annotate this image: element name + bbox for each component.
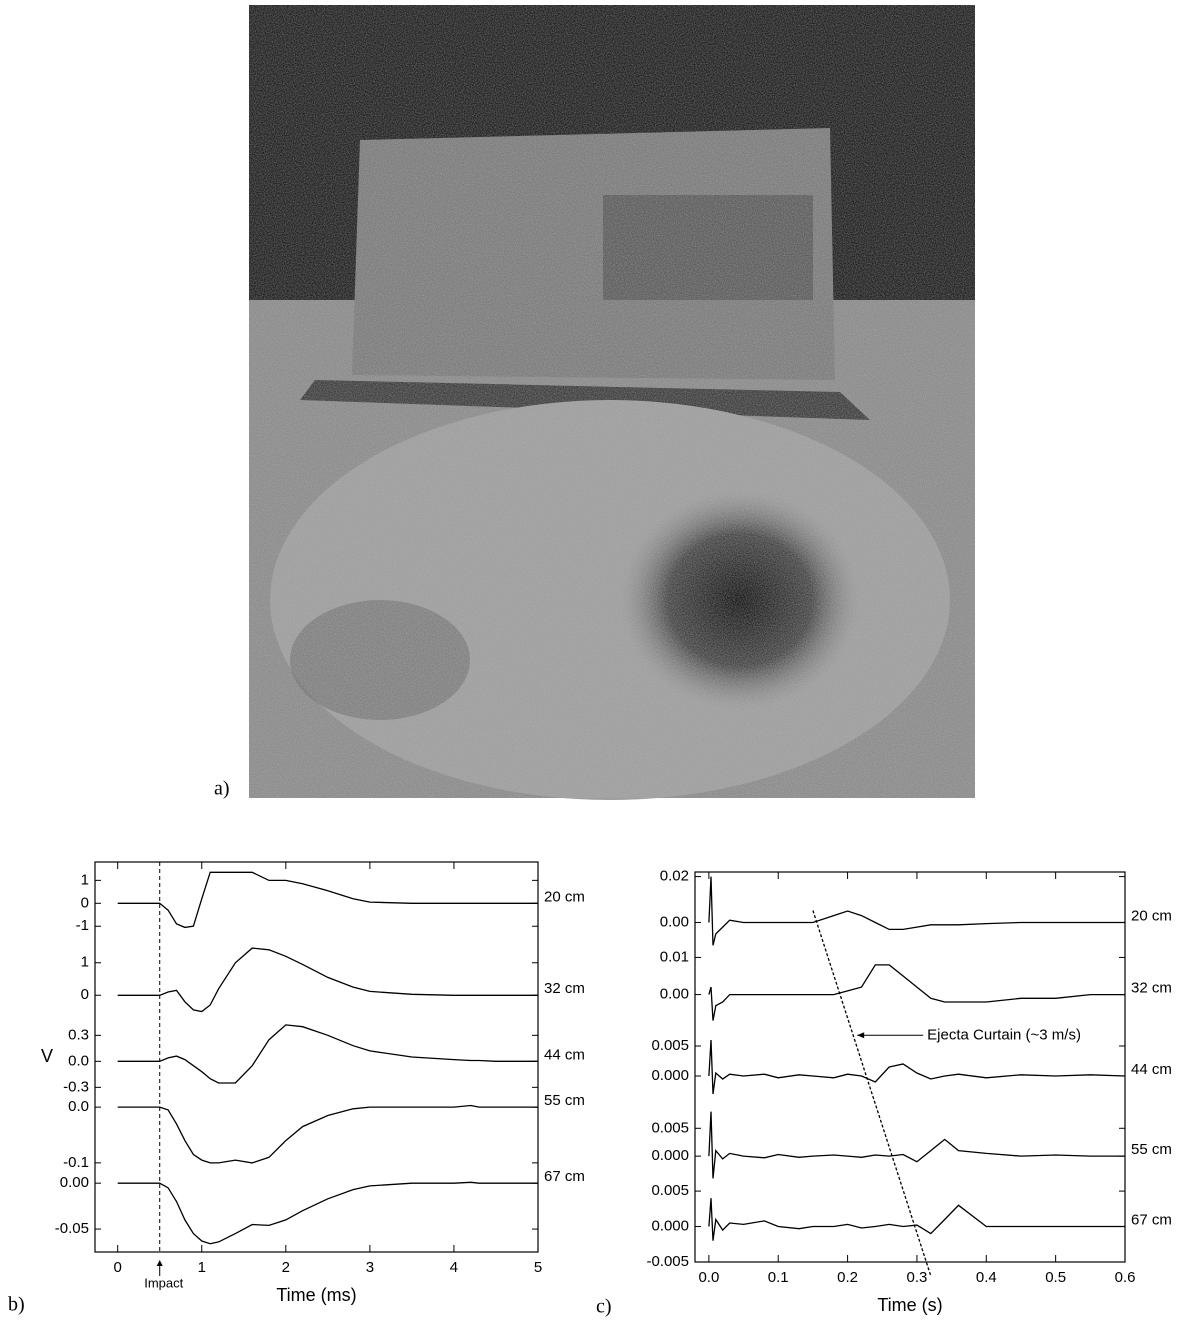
trace [118, 948, 538, 1011]
series-label: 32 cm [544, 980, 585, 997]
series-label: 55 cm [544, 1092, 585, 1109]
y-tick-label: 0 [81, 894, 89, 911]
y-tick-label: 0.005 [651, 1037, 689, 1054]
y-axis-label: V [41, 1046, 53, 1066]
x-tick-label: 0.6 [1115, 1269, 1136, 1286]
x-tick-label: 4 [450, 1259, 458, 1276]
series-label: 20 cm [1131, 907, 1172, 924]
x-axis-label: Time (s) [877, 1295, 942, 1315]
series-label: 67 cm [1131, 1212, 1172, 1229]
y-tick-label: -0.3 [63, 1078, 89, 1095]
series-label: 44 cm [1131, 1061, 1172, 1078]
y-tick-label: 0.00 [60, 1174, 89, 1191]
trace [709, 1040, 1125, 1094]
y-tick-label: 0.00 [660, 986, 689, 1003]
x-tick-label: 0.2 [837, 1269, 858, 1286]
y-tick-label: 0.0 [68, 1052, 89, 1069]
plot-frame [95, 862, 538, 1252]
series-label: 67 cm [544, 1168, 585, 1185]
y-tick-label: 0.3 [68, 1026, 89, 1043]
series-label: 32 cm [1131, 980, 1172, 997]
y-tick-label: -0.005 [646, 1253, 689, 1270]
photo [249, 5, 975, 800]
page: a) b) c) 0 1 2 3 4 5 Time (ms) V -1 0 1 20 cm 0 1 32 c… [0, 0, 1197, 1322]
x-tick-label: 0.1 [768, 1269, 789, 1286]
panel-label: c) [596, 1296, 612, 1318]
series-label: 20 cm [544, 888, 585, 905]
annotation-arrowhead [857, 1032, 864, 1038]
y-tick-label: 0.01 [660, 948, 689, 965]
series-label: 55 cm [1131, 1141, 1172, 1158]
annotation-arrowhead [157, 1260, 163, 1266]
y-tick-label: 0.000 [651, 1067, 689, 1084]
y-tick-label: 0 [81, 986, 89, 1003]
trace [118, 1106, 538, 1163]
y-tick-label: 1 [81, 954, 89, 971]
x-tick-label: 1 [198, 1259, 206, 1276]
panel-label: a) [214, 778, 230, 800]
x-tick-label: 2 [282, 1259, 290, 1276]
x-tick-label: 0.0 [698, 1269, 719, 1286]
trace [709, 965, 1125, 1021]
trace [709, 877, 1125, 946]
annotation-text: Impact [144, 1275, 183, 1290]
figure: a) b) c) 0 1 2 3 4 5 Time (ms) V -1 0 1 20 cm 0 1 32 c… [0, 0, 1197, 1322]
x-tick-label: 5 [534, 1259, 542, 1276]
y-tick-label: -0.1 [63, 1154, 89, 1171]
x-tick-label: 0.5 [1045, 1269, 1066, 1286]
x-tick-label: 0 [114, 1259, 122, 1276]
panel-label: b) [8, 1294, 25, 1316]
y-tick-label: -1 [76, 917, 89, 934]
annotation-text: Ejecta Curtain (~3 m/s) [927, 1026, 1081, 1043]
x-tick-label: 0.4 [976, 1269, 997, 1286]
y-tick-label: 0.005 [651, 1182, 689, 1199]
annotation-line [813, 910, 931, 1276]
trace [118, 872, 538, 927]
plot-frame [695, 872, 1125, 1262]
y-tick-label: 0.000 [651, 1147, 689, 1164]
y-tick-label: 1 [81, 871, 89, 888]
trace [709, 1112, 1125, 1179]
y-tick-label: 0.005 [651, 1119, 689, 1136]
y-tick-label: -0.05 [55, 1220, 89, 1237]
y-tick-label: 0.000 [651, 1218, 689, 1235]
y-tick-label: 0.00 [660, 913, 689, 930]
y-tick-label: 0.02 [660, 868, 689, 885]
series-label: 44 cm [544, 1046, 585, 1063]
y-tick-label: 0.0 [68, 1098, 89, 1115]
x-tick-label: 0.3 [907, 1269, 928, 1286]
x-axis-label: Time (ms) [276, 1285, 356, 1305]
trace [118, 1025, 538, 1083]
x-tick-label: 3 [366, 1259, 374, 1276]
trace [118, 1182, 538, 1243]
